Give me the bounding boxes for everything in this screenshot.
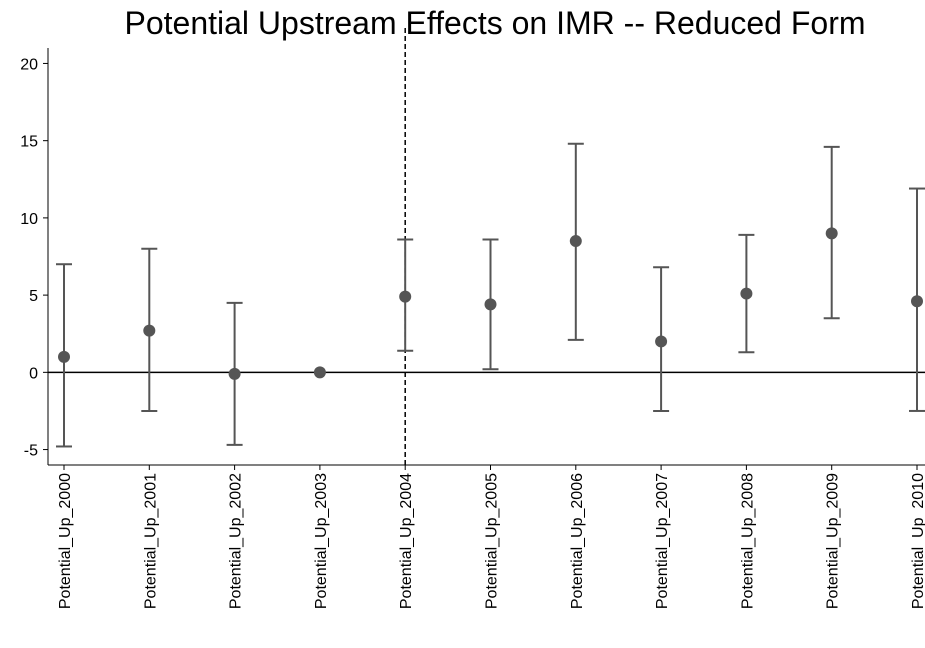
y-tick-label: 15 [20, 134, 38, 151]
y-tick-label: 20 [20, 56, 38, 73]
y-tick-label: 0 [29, 365, 38, 382]
point [569, 235, 582, 248]
y-tick-label: 5 [29, 288, 38, 305]
x-tick-label: Potential_Up_2009 [825, 473, 842, 609]
x-tick-label: Potential_Up_2010 [910, 473, 925, 609]
point [740, 287, 753, 300]
x-tick-label: Potential_Up_2006 [569, 473, 586, 609]
x-tick-label: Potential_Up_2003 [313, 473, 330, 609]
point [143, 324, 156, 337]
point [484, 298, 497, 311]
x-tick-label: Potential_Up_2004 [398, 473, 415, 609]
x-tick-label: Potential_Up_2001 [142, 473, 159, 609]
point [911, 295, 923, 308]
x-tick-label: Potential_Up_2000 [57, 473, 74, 609]
point [228, 367, 241, 380]
x-tick-label: Potential_Up_2007 [654, 473, 671, 609]
y-tick-label: -5 [24, 443, 38, 460]
point [313, 366, 326, 379]
x-tick-label: Potential_Up_2008 [739, 473, 756, 609]
point [399, 290, 412, 303]
point [825, 227, 838, 240]
chart-title: Potential Upstream Effects on IMR -- Red… [124, 5, 865, 41]
point [58, 350, 70, 363]
y-tick-label: 10 [20, 211, 38, 228]
x-tick-label: Potential_Up_2002 [228, 473, 245, 609]
x-tick-label: Potential_Up_2005 [484, 473, 501, 609]
point [655, 335, 668, 348]
